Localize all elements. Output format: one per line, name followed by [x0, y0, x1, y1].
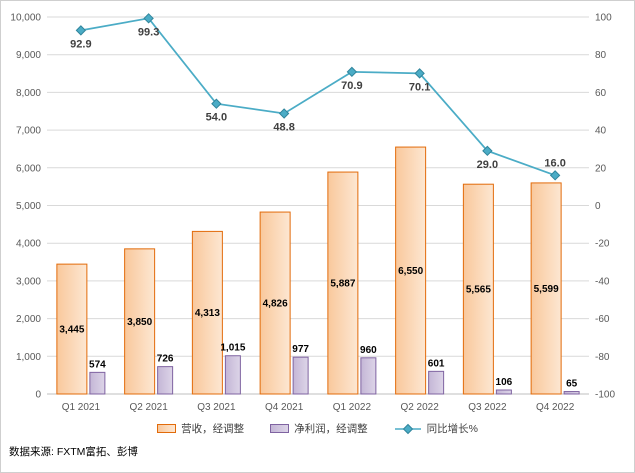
- revenue-bar-label: 4,313: [195, 308, 220, 319]
- left-axis-tick-label: 9,000: [16, 50, 41, 61]
- net-profit-bar: [292, 356, 309, 395]
- right-axis-tick-label: -40: [595, 276, 610, 287]
- left-axis-tick-label: 5,000: [16, 201, 41, 212]
- growth-marker-icon: [211, 98, 222, 109]
- revenue-bar-label: 5,887: [330, 279, 355, 290]
- right-axis-tick-label: -20: [595, 239, 610, 250]
- left-axis-tick-label: 8,000: [16, 88, 41, 99]
- revenue-bar: [259, 211, 291, 395]
- net-profit-bar: [89, 371, 106, 395]
- growth-point-label: 48.8: [273, 122, 294, 134]
- net-profit-bar-label: 1,015: [220, 343, 245, 354]
- category-label: Q2 2021: [129, 402, 168, 413]
- revenue-bar-label: 3,445: [59, 325, 84, 336]
- right-axis-tick-label: 40: [595, 126, 607, 137]
- net-profit-bar-label: 960: [360, 345, 377, 356]
- growth-marker-icon: [549, 170, 561, 181]
- right-axis-tick-label: -60: [595, 314, 610, 325]
- category-label: Q1 2021: [62, 402, 101, 413]
- chart-legend: 营收，经调整 净利润，经调整 同比增长%: [1, 421, 634, 436]
- right-axis-tick-label: -100: [595, 390, 615, 401]
- source-note: 数据来源: FXTM富拓、彭博: [9, 446, 138, 458]
- left-axis-tick-label: 10,000: [10, 13, 41, 24]
- growth-point-label: 92.9: [70, 38, 91, 50]
- left-axis-tick-label: 1,000: [16, 352, 41, 363]
- revenue-swatch-icon: [157, 424, 177, 433]
- growth-marker-icon: [75, 25, 87, 36]
- net-profit-bar-label: 106: [496, 377, 513, 388]
- legend-label-profit: 净利润，经调整: [294, 423, 368, 435]
- net-profit-bar-label: 977: [292, 344, 309, 355]
- net-profit-bar: [360, 357, 377, 395]
- growth-marker-icon: [346, 66, 358, 78]
- legend-item-profit: 净利润，经调整: [270, 421, 368, 436]
- net-profit-bar-label: 726: [157, 354, 174, 365]
- left-axis-tick-label: 4,000: [16, 239, 41, 250]
- legend-item-growth: 同比增长%: [394, 421, 478, 436]
- growth-point-label: 54.0: [206, 112, 227, 124]
- revenue-bar-label: 5,565: [466, 285, 491, 296]
- growth-marker-icon: [278, 108, 290, 119]
- net-profit-bar-label: 601: [428, 358, 445, 369]
- net-profit-bar: [224, 355, 241, 395]
- revenue-bar: [462, 183, 494, 395]
- legend-label-revenue: 营收，经调整: [181, 423, 245, 435]
- growth-point-label: 70.9: [341, 80, 362, 92]
- revenue-bar-label: 6,550: [398, 266, 423, 277]
- left-axis-tick-label: 3,000: [16, 276, 41, 287]
- right-axis-tick-label: 100: [595, 13, 612, 24]
- revenue-bar: [395, 146, 427, 395]
- revenue-bar-label: 3,850: [127, 317, 152, 328]
- combo-chart-svg: 0 1,000 2,000 3,000 4,000 5,000 6,000 7,000 8,00…: [10, 13, 615, 414]
- profit-swatch-icon: [270, 424, 290, 433]
- growth-point-label: 99.3: [138, 26, 159, 38]
- revenue-bar: [191, 230, 223, 395]
- right-axis-tick-label: 0: [595, 201, 601, 212]
- net-profit-bar-label: 574: [89, 359, 106, 370]
- growth-marker-icon: [482, 145, 493, 157]
- category-label: Q3 2022: [468, 402, 507, 413]
- revenue-bar: [530, 182, 562, 395]
- net-profit-bar: [495, 389, 512, 395]
- category-label: Q4 2021: [265, 402, 304, 413]
- category-label: Q1 2022: [333, 402, 372, 413]
- revenue-bar-label: 4,826: [263, 299, 288, 310]
- right-axis-tick-label: 20: [595, 163, 607, 174]
- left-axis-tick-label: 2,000: [16, 314, 41, 325]
- right-axis-tick-label: -80: [595, 352, 610, 363]
- net-profit-bar-label: 65: [566, 379, 578, 390]
- net-profit-bar: [428, 370, 445, 395]
- revenue-bar: [124, 248, 156, 395]
- right-axis-tick-label: 80: [595, 50, 607, 61]
- growth-marker-icon: [143, 13, 154, 24]
- growth-point-label: 29.0: [477, 159, 498, 171]
- growth-point-label: 16.0: [544, 157, 565, 169]
- legend-item-revenue: 营收，经调整: [157, 421, 244, 436]
- net-profit-bar: [563, 391, 580, 395]
- right-axis-tick-label: 60: [595, 88, 607, 99]
- category-label: Q3 2021: [197, 402, 236, 413]
- revenue-bar: [56, 263, 88, 395]
- growth-marker-icon: [414, 68, 425, 79]
- legend-label-growth: 同比增长%: [426, 423, 478, 435]
- revenue-bar: [327, 171, 359, 395]
- net-profit-bar: [157, 366, 174, 395]
- growth-line-swatch-icon: [394, 423, 421, 434]
- left-axis-tick-label: 0: [35, 390, 41, 401]
- category-label: Q2 2022: [400, 402, 439, 413]
- growth-line: [80, 17, 556, 177]
- left-axis-tick-label: 7,000: [16, 126, 41, 137]
- revenue-bar-label: 5,599: [534, 284, 559, 295]
- category-label: Q4 2022: [536, 402, 575, 413]
- left-axis-tick-label: 6,000: [16, 163, 41, 174]
- growth-point-label: 70.1: [409, 81, 430, 93]
